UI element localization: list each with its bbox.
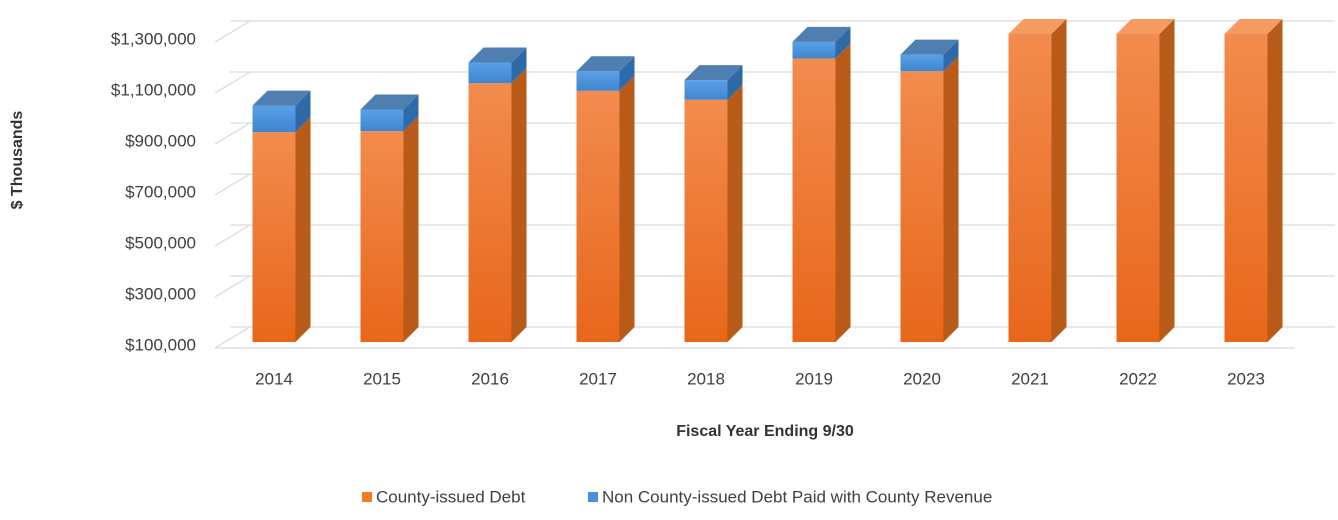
bar-segment <box>252 132 296 342</box>
bar-side <box>295 90 311 133</box>
bar-top <box>576 56 635 72</box>
bar-segment <box>468 83 512 343</box>
bar-top <box>1116 18 1175 34</box>
bar-top <box>684 65 743 81</box>
bar-top <box>468 47 527 63</box>
bar-segment <box>468 62 512 84</box>
bar-top <box>1008 18 1067 34</box>
bar-segment <box>252 105 296 133</box>
x-tick-label: 2018 <box>687 369 725 388</box>
x-tick-label: 2017 <box>579 369 617 388</box>
bar-segment <box>360 131 404 342</box>
x-tick-label: 2022 <box>1119 369 1157 388</box>
bar-side <box>835 43 851 342</box>
bar-side <box>511 68 527 343</box>
grid-line-side <box>214 224 251 247</box>
bar-segment <box>576 71 620 91</box>
bar-side <box>403 116 419 343</box>
bar-segment <box>900 54 944 72</box>
bar-segment <box>792 41 836 59</box>
bar-side <box>295 117 311 342</box>
bar-side <box>1267 18 1283 343</box>
bar-side <box>403 94 419 132</box>
bar-side <box>619 56 635 91</box>
bar-segment <box>792 58 836 342</box>
bar-top <box>900 39 959 55</box>
bar-segment <box>684 80 728 100</box>
grid-line-side <box>214 71 251 94</box>
bar-top <box>1224 18 1283 34</box>
legend-swatch <box>588 492 598 502</box>
bar-segment <box>360 109 404 132</box>
grid-line-side <box>214 173 251 196</box>
y-tick-label: $700,000 <box>125 182 196 201</box>
bar-segment <box>1116 33 1160 343</box>
y-tick-label: $500,000 <box>125 233 196 252</box>
y-tick-label: $100,000 <box>125 335 196 354</box>
x-tick-label: 2020 <box>903 369 941 388</box>
y-axis-title: $ Thousands <box>9 111 26 210</box>
x-axis-title: Fiscal Year Ending 9/30 <box>676 423 854 440</box>
bar-side <box>727 65 743 100</box>
bar-segment <box>900 71 944 342</box>
legend-label: Non County-issued Debt Paid with County … <box>602 487 992 506</box>
bar-segment <box>1008 33 1052 343</box>
bar-side <box>835 26 851 59</box>
x-tick-label: 2016 <box>471 369 509 388</box>
grid-line-side <box>214 20 251 43</box>
grid-line-side <box>214 275 251 298</box>
y-tick-label: $1,300,000 <box>111 29 196 48</box>
y-tick-label: $300,000 <box>125 284 196 303</box>
bar-side <box>1159 18 1175 343</box>
bar-side <box>511 47 527 84</box>
bar-segment <box>684 99 728 342</box>
bar-side <box>619 75 635 342</box>
bar-segment <box>1224 33 1268 343</box>
bar-top <box>360 94 419 110</box>
bar-segment <box>576 90 620 342</box>
bar-side <box>727 84 743 342</box>
legend-label: County-issued Debt <box>376 487 526 506</box>
bar-side <box>943 56 959 342</box>
x-tick-label: 2021 <box>1011 369 1049 388</box>
x-tick-label: 2015 <box>363 369 401 388</box>
y-tick-label: $900,000 <box>125 131 196 150</box>
y-tick-label: $1,100,000 <box>111 80 196 99</box>
bar-top <box>252 90 311 106</box>
grid-line-side <box>214 326 251 349</box>
x-tick-label: 2019 <box>795 369 833 388</box>
x-tick-label: 2014 <box>255 369 293 388</box>
bar-top <box>792 26 851 42</box>
x-tick-label: 2023 <box>1227 369 1265 388</box>
legend-swatch <box>362 492 372 502</box>
bar-side <box>943 39 959 72</box>
bar-side <box>1051 18 1067 343</box>
grid-line-side <box>214 122 251 145</box>
